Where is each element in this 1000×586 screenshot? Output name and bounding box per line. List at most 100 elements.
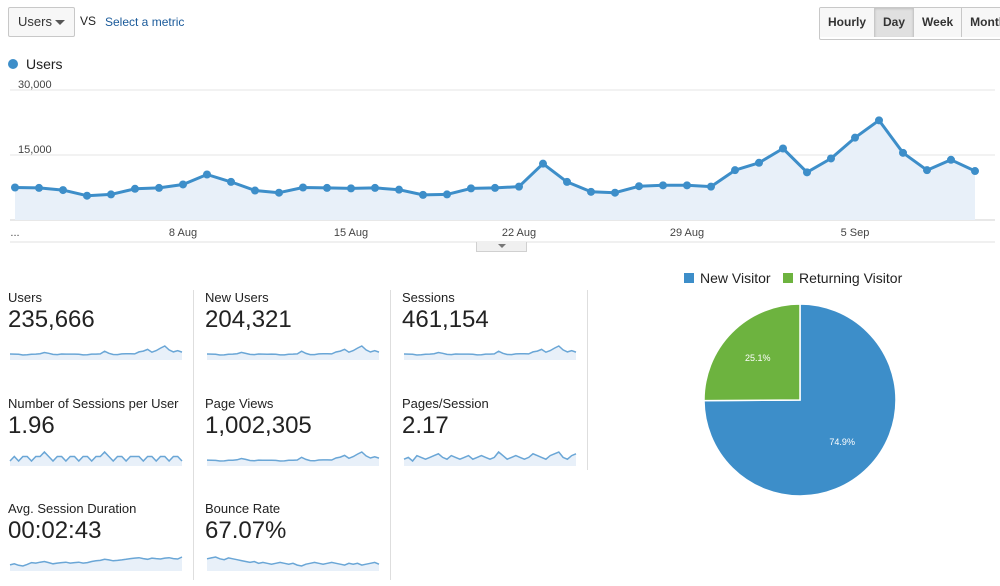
pie-slice[interactable]: [703, 303, 897, 497]
data-point[interactable]: [755, 158, 763, 167]
pie-slice-label: 25.1%: [745, 353, 771, 363]
sparkline-area: [10, 346, 182, 360]
sparkline-area: [404, 346, 576, 360]
data-point[interactable]: [731, 166, 739, 175]
metric-label: New Users: [205, 290, 269, 305]
data-point[interactable]: [779, 144, 787, 153]
data-point[interactable]: [299, 183, 307, 192]
data-point[interactable]: [899, 148, 907, 157]
pie-legend-label: Returning Visitor: [799, 270, 903, 286]
sparkline-area: [207, 452, 379, 466]
pie-slice[interactable]: [703, 303, 801, 402]
data-point[interactable]: [251, 186, 259, 195]
data-point[interactable]: [275, 188, 283, 197]
data-point[interactable]: [707, 182, 715, 191]
data-point[interactable]: [467, 184, 475, 193]
metric-tile[interactable]: Number of Sessions per User 1.96: [8, 396, 193, 481]
y-tick-label: 15,000: [18, 144, 52, 156]
data-point[interactable]: [179, 180, 187, 189]
data-point[interactable]: [635, 182, 643, 191]
metric-sparkline: [9, 450, 183, 466]
metric-label: Avg. Session Duration: [8, 501, 137, 516]
data-point[interactable]: [59, 186, 67, 195]
sparkline-line: [206, 345, 380, 356]
metric-sparkline: [206, 345, 380, 360]
metric-sparkline: [206, 556, 380, 571]
data-point[interactable]: [131, 184, 139, 193]
data-point[interactable]: [491, 183, 499, 192]
metric-value: 1,002,305: [205, 412, 312, 439]
data-point[interactable]: [947, 155, 955, 164]
sparkline-line: [9, 556, 183, 567]
data-point[interactable]: [107, 190, 115, 199]
series-legend-dot: [8, 59, 18, 69]
metric-sparkline: [403, 345, 577, 360]
data-point[interactable]: [803, 168, 811, 177]
metric-value: 1.96: [8, 412, 55, 439]
sparkline-area: [404, 452, 576, 466]
chart-collapse-handle[interactable]: [476, 242, 527, 252]
data-point[interactable]: [683, 181, 691, 190]
data-point[interactable]: [395, 185, 403, 194]
sparkline-line: [206, 556, 380, 567]
data-point[interactable]: [587, 187, 595, 196]
metric-value: 67.07%: [205, 517, 287, 544]
y-tick-label: 30,000: [18, 80, 52, 91]
metric-sparkline: [9, 556, 183, 571]
data-point[interactable]: [539, 159, 547, 168]
sparkline-line: [403, 450, 577, 463]
metric-tile[interactable]: Bounce Rate 67.07%: [205, 501, 390, 586]
metric-tile[interactable]: Pages/Session 2.17: [402, 396, 587, 481]
metric-label: Pages/Session: [402, 396, 489, 411]
time-range-toggle: Hourly Day Week Month: [819, 7, 1000, 40]
data-point[interactable]: [227, 177, 235, 186]
legend-swatch: [684, 273, 694, 283]
metric-sparkline: [9, 345, 183, 360]
data-point[interactable]: [347, 184, 355, 193]
metric-tile[interactable]: Users 235,666: [8, 290, 193, 375]
users-line-chart: 30,000 15,000 ... 8 Aug 15 Aug 22 Aug 29 Aug 5…: [10, 80, 995, 243]
data-point[interactable]: [203, 170, 211, 179]
metric-value: 2.17: [402, 412, 449, 439]
data-point[interactable]: [827, 154, 835, 163]
range-button-day[interactable]: Day: [875, 8, 915, 37]
data-point[interactable]: [851, 133, 859, 142]
chevron-down-icon: [55, 20, 65, 25]
data-point[interactable]: [11, 183, 19, 192]
data-point[interactable]: [323, 183, 331, 192]
metric-label: Bounce Rate: [205, 501, 281, 516]
sparkline-area: [10, 452, 182, 466]
data-point[interactable]: [515, 182, 523, 191]
metric-tile[interactable]: New Users 204,321: [205, 290, 390, 375]
data-point[interactable]: [371, 183, 379, 192]
metric-tile[interactable]: Sessions 461,154: [402, 290, 587, 375]
metric-tile[interactable]: Avg. Session Duration 00:02:43: [8, 501, 193, 586]
data-point[interactable]: [155, 183, 163, 192]
range-button-hourly[interactable]: Hourly: [820, 8, 876, 37]
x-tick-label: 8 Aug: [169, 227, 197, 239]
data-point[interactable]: [443, 190, 451, 199]
series-legend-label: Users: [26, 56, 63, 72]
pie-legend-label: New Visitor: [700, 270, 771, 286]
metric-value: 204,321: [205, 306, 292, 333]
range-button-week[interactable]: Week: [914, 8, 963, 37]
data-point[interactable]: [971, 167, 979, 176]
data-point[interactable]: [923, 166, 931, 175]
sparkline-area: [207, 346, 379, 360]
x-tick-label: 15 Aug: [334, 227, 368, 239]
x-tick-label: ...: [10, 227, 19, 239]
data-point[interactable]: [419, 190, 427, 199]
metric-selector-dropdown[interactable]: Users: [8, 7, 75, 37]
data-point[interactable]: [875, 116, 883, 125]
visitor-type-pie-chart: 74.9% 25.1%: [703, 303, 897, 497]
select-metric-link[interactable]: Select a metric: [105, 15, 185, 29]
data-point[interactable]: [563, 177, 571, 186]
data-point[interactable]: [83, 191, 91, 200]
metric-value: 00:02:43: [8, 517, 102, 544]
data-point[interactable]: [611, 188, 619, 197]
data-point[interactable]: [659, 181, 667, 190]
data-point[interactable]: [35, 183, 43, 192]
range-button-month[interactable]: Month: [962, 8, 1000, 37]
users-area-fill: [15, 120, 975, 220]
metric-tile[interactable]: Page Views 1,002,305: [205, 396, 390, 481]
